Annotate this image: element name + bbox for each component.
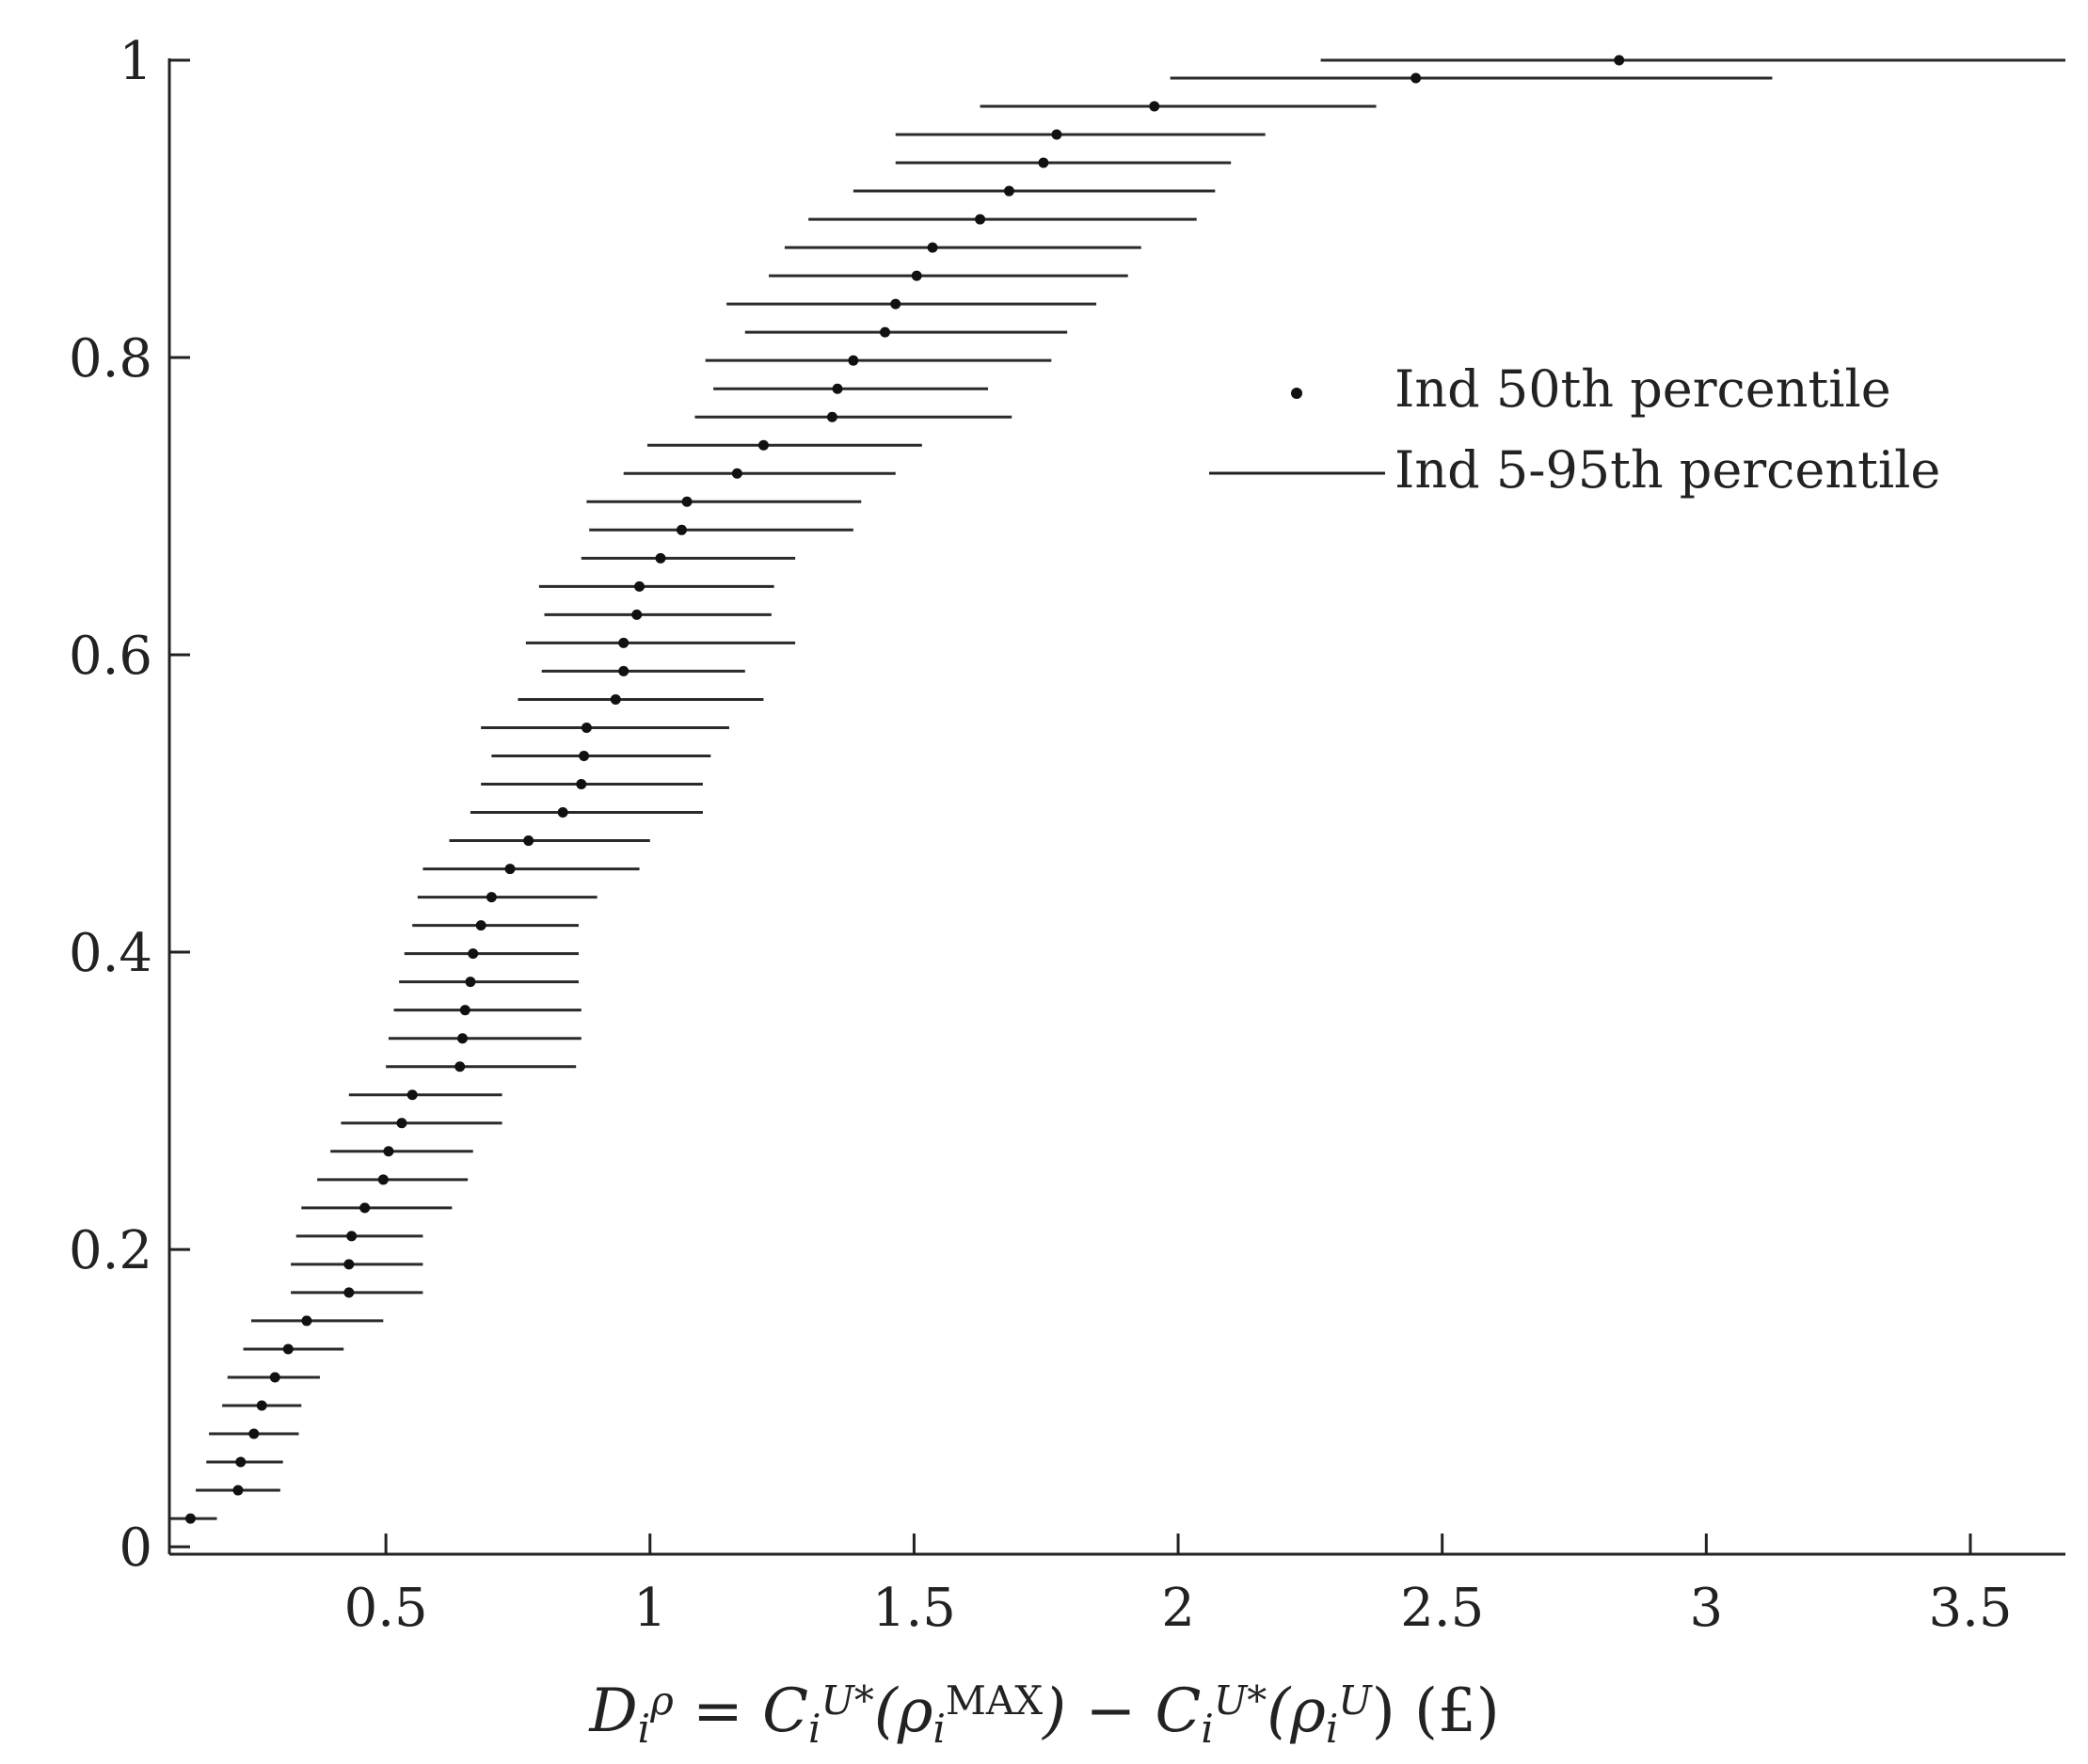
median-marker: [282, 1343, 294, 1355]
median-marker: [848, 355, 859, 366]
median-marker: [459, 1005, 470, 1016]
median-marker: [486, 892, 497, 903]
legend-label-median: Ind 50th percentile: [1395, 359, 1891, 419]
median-marker: [832, 383, 843, 394]
x-tick-label: 1: [633, 1578, 667, 1639]
legend: Ind 50th percentile Ind 5-95th percentil…: [1209, 359, 1940, 500]
median-marker: [655, 552, 666, 564]
x-tick-label: 2: [1161, 1578, 1195, 1639]
median-marker: [610, 693, 621, 705]
median-marker: [581, 722, 592, 733]
axes: [167, 58, 2065, 1556]
median-marker: [468, 948, 479, 960]
median-marker: [235, 1456, 247, 1468]
x-axis-label-part: i: [638, 1706, 650, 1752]
median-marker: [1149, 101, 1160, 112]
median-marker: [631, 609, 643, 620]
median-marker: [301, 1315, 312, 1327]
x-tick-label: 3.5: [1928, 1578, 2012, 1639]
x-axis-label-part: = C: [674, 1677, 808, 1746]
median-markers: [184, 55, 1625, 1524]
median-marker: [634, 580, 646, 592]
x-axis-label-part: i: [1326, 1706, 1338, 1752]
median-marker: [343, 1259, 355, 1270]
y-tick-label: 0.6: [69, 626, 152, 687]
median-marker: [890, 298, 901, 310]
median-marker: [256, 1400, 267, 1411]
median-marker: [757, 439, 769, 451]
median-marker: [880, 326, 891, 338]
x-tick-label: 1.5: [872, 1578, 956, 1639]
median-marker: [618, 665, 630, 676]
median-marker: [343, 1287, 355, 1298]
median-marker: [346, 1231, 358, 1242]
range-lines: [169, 58, 2065, 1520]
x-axis-label-part: U*: [1214, 1677, 1267, 1724]
median-marker: [975, 214, 986, 225]
median-marker: [184, 1513, 196, 1524]
y-tick-label: 0: [119, 1518, 152, 1579]
median-marker: [406, 1089, 418, 1101]
median-marker: [927, 242, 938, 253]
x-tick-label: 3: [1690, 1578, 1724, 1639]
x-axis-label-part: ρ: [649, 1677, 674, 1724]
median-marker: [269, 1372, 280, 1383]
median-marker: [454, 1061, 466, 1073]
y-axis: 0 0.2 0.4 0.6 0.8 1: [69, 31, 190, 1579]
median-marker: [232, 1485, 244, 1496]
legend-dot-marker: [1291, 388, 1302, 399]
median-marker: [676, 524, 687, 535]
median-marker: [359, 1202, 371, 1214]
x-axis-label-part: (ρ: [1267, 1677, 1326, 1746]
median-marker: [618, 637, 630, 648]
median-marker: [1051, 129, 1062, 140]
median-marker: [579, 750, 590, 761]
y-tick-label: 0.2: [69, 1220, 152, 1281]
x-axis-label-part: i: [1201, 1706, 1213, 1752]
median-marker: [576, 779, 587, 790]
x-axis-label-part: i: [932, 1706, 945, 1752]
median-marker: [504, 864, 516, 875]
median-marker: [681, 496, 693, 507]
median-marker: [248, 1428, 260, 1439]
x-axis: 0.5 1 1.5 2 2.5 3 3.5: [344, 1534, 2013, 1639]
x-axis-label-part: (ρ: [874, 1677, 933, 1746]
median-marker: [457, 1033, 469, 1044]
median-marker: [731, 468, 742, 479]
x-axis-label-part: i: [808, 1706, 821, 1752]
y-tick-label: 0.4: [69, 923, 152, 984]
x-axis-label-part: U: [1338, 1677, 1373, 1724]
x-axis-label-part: ) (£): [1372, 1677, 1500, 1746]
median-marker: [396, 1118, 407, 1129]
median-marker: [911, 270, 922, 281]
x-axis-label-part: D: [588, 1677, 637, 1746]
y-tick-label: 0.8: [69, 328, 152, 389]
y-tick-label: 1: [119, 31, 152, 92]
median-marker: [465, 977, 476, 988]
x-tick-label: 0.5: [344, 1578, 428, 1639]
median-marker: [383, 1146, 394, 1157]
x-axis-label-part: MAX: [946, 1677, 1043, 1724]
legend-label-range: Ind 5-95th percentile: [1395, 440, 1940, 500]
median-marker: [475, 920, 486, 931]
median-marker: [1003, 185, 1014, 197]
x-axis-label: Diρ = CiU*(ρiMAX) − CiU*(ρiU) (£): [588, 1677, 1499, 1752]
median-marker: [523, 835, 534, 847]
median-marker: [1614, 55, 1625, 66]
median-marker: [826, 411, 837, 422]
median-marker: [377, 1174, 389, 1185]
x-tick-label: 2.5: [1400, 1578, 1484, 1639]
median-marker: [1411, 72, 1422, 84]
x-axis-label-part: ) − C: [1041, 1677, 1201, 1746]
median-marker: [1038, 157, 1049, 168]
median-marker: [557, 807, 568, 818]
x-axis-label-part: U*: [821, 1677, 873, 1724]
